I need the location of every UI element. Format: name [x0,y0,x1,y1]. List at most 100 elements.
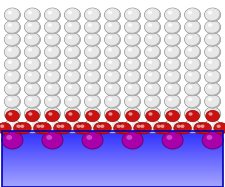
Circle shape [205,21,219,33]
Circle shape [205,8,219,20]
Circle shape [167,47,180,58]
Circle shape [24,8,40,22]
Circle shape [44,20,61,34]
Circle shape [127,72,140,83]
Bar [2,159,223,160]
Circle shape [84,45,101,59]
Circle shape [187,47,200,58]
Circle shape [165,33,179,45]
Bar [2,171,223,172]
Circle shape [97,125,101,128]
Circle shape [187,72,200,83]
Circle shape [105,8,119,20]
Circle shape [68,36,72,39]
Circle shape [148,11,152,14]
Circle shape [88,36,92,39]
Circle shape [7,47,20,58]
Circle shape [108,122,112,126]
Circle shape [127,122,140,133]
Circle shape [125,120,139,132]
Circle shape [5,58,19,70]
Circle shape [127,85,140,96]
Circle shape [184,82,201,96]
Circle shape [77,122,91,134]
Circle shape [209,112,213,116]
Circle shape [185,8,199,20]
Circle shape [44,82,61,96]
Circle shape [7,48,12,52]
Circle shape [47,35,60,46]
Circle shape [27,11,32,14]
Circle shape [125,58,139,70]
Circle shape [108,112,112,116]
Circle shape [165,21,179,33]
Circle shape [64,58,81,71]
Circle shape [45,58,59,70]
Circle shape [126,135,132,140]
Circle shape [4,45,20,59]
Circle shape [84,107,101,121]
Circle shape [88,110,92,114]
Circle shape [184,20,201,34]
Circle shape [188,36,192,39]
Circle shape [125,46,139,57]
Circle shape [68,48,72,52]
Circle shape [185,83,199,95]
Circle shape [68,73,72,76]
Circle shape [205,58,219,70]
Bar [2,141,223,142]
Circle shape [68,112,72,116]
Circle shape [25,95,39,107]
Circle shape [128,48,132,52]
Circle shape [27,85,40,96]
Bar [2,181,223,182]
Circle shape [104,33,121,46]
Circle shape [65,21,79,33]
Bar [2,172,223,173]
Bar [2,164,223,165]
Circle shape [158,122,171,134]
Circle shape [104,20,121,34]
Circle shape [205,107,221,121]
Circle shape [154,122,168,134]
Circle shape [174,122,188,134]
Circle shape [165,120,179,132]
Bar [2,186,223,187]
Bar [2,133,223,134]
Bar [2,137,223,138]
Circle shape [27,23,40,34]
Circle shape [65,46,79,57]
Circle shape [164,33,181,46]
Circle shape [68,110,72,114]
Bar [2,173,223,174]
Circle shape [164,58,181,71]
Circle shape [168,73,172,76]
Circle shape [105,120,119,132]
Circle shape [27,36,32,39]
Circle shape [185,33,199,45]
Circle shape [167,97,180,108]
Bar [2,144,223,145]
Bar [2,131,223,132]
Circle shape [168,110,172,114]
Circle shape [47,97,60,108]
Circle shape [7,35,20,46]
Circle shape [87,97,100,108]
Circle shape [47,60,52,64]
Circle shape [7,60,20,71]
Circle shape [127,10,140,21]
Bar [2,154,223,155]
Circle shape [85,33,99,45]
Circle shape [145,58,159,70]
Bar [2,132,223,133]
Circle shape [105,46,119,57]
Circle shape [200,125,205,128]
Circle shape [14,122,27,134]
Circle shape [68,60,72,64]
Circle shape [7,11,12,14]
Circle shape [67,109,80,120]
Circle shape [168,23,172,27]
Bar [2,152,223,153]
Bar [2,161,223,162]
Circle shape [97,122,111,134]
